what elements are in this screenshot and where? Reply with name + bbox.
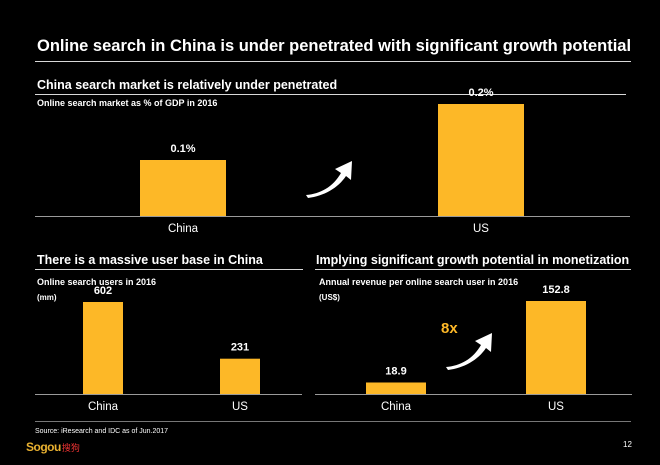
chart-2-bar-china — [83, 302, 123, 394]
chart-3-bar-china — [366, 382, 426, 394]
chart-3-data-label-china: 18.9 — [385, 365, 406, 377]
title-divider — [35, 61, 631, 62]
chart-1-data-label-us: 0.2% — [468, 87, 493, 99]
panel-2-heading-rule — [35, 269, 303, 270]
chart-2-category-label-us: US — [232, 401, 248, 413]
chart-3-bar-us — [526, 301, 586, 394]
chart-3-category-label-us: US — [548, 401, 564, 413]
chart-1-bar-us — [438, 104, 524, 216]
growth-arrow-1-icon — [306, 161, 352, 198]
panel-3-heading-rule — [315, 269, 631, 270]
chart-3-data-label-us: 152.8 — [542, 284, 570, 296]
panel-3-heading: Implying significant growth potential in… — [316, 253, 630, 267]
panel-1-heading-rule — [35, 94, 626, 95]
chart-2-bar-us — [220, 358, 260, 394]
panel-2-heading: There is a massive user base in China — [37, 253, 263, 267]
logo-chinese: 搜狗 — [61, 443, 80, 453]
sogou-logo: Sogou搜狗 — [26, 438, 80, 456]
chart-1-bar-china — [140, 160, 226, 216]
panel-3-subheading: Annual revenue per online search user in… — [319, 277, 519, 287]
panel-1-subheading: Online search market as % of GDP in 2016 — [37, 98, 218, 108]
footer-divider — [35, 421, 631, 422]
chart-2-data-label-us: 231 — [231, 342, 249, 354]
source-note: Source: iResearch and IDC as of Jun.2017 — [35, 428, 169, 435]
chart-2-category-label-china: China — [88, 401, 119, 413]
panel-2-subheading: Online search users in 2016 — [37, 277, 157, 287]
panel-2-unit: (mm) — [37, 293, 57, 302]
page-title: Online search in China is under penetrat… — [37, 37, 632, 55]
panel-3-unit: (US$) — [319, 293, 340, 302]
chart-1-data-label-china: 0.1% — [170, 143, 195, 155]
chart-3-category-label-china: China — [381, 401, 412, 413]
growth-arrow-2-icon — [446, 333, 492, 370]
chart-2-data-label-china: 602 — [94, 285, 112, 297]
growth-multiple-annotation: 8x — [441, 320, 458, 337]
chart-1-category-label-china: China — [168, 223, 199, 235]
logo-wordmark: Sogou — [26, 440, 61, 454]
page-number: 12 — [623, 440, 632, 449]
chart-1-category-label-us: US — [473, 223, 489, 235]
panel-1-heading: China search market is relatively under … — [37, 78, 338, 92]
